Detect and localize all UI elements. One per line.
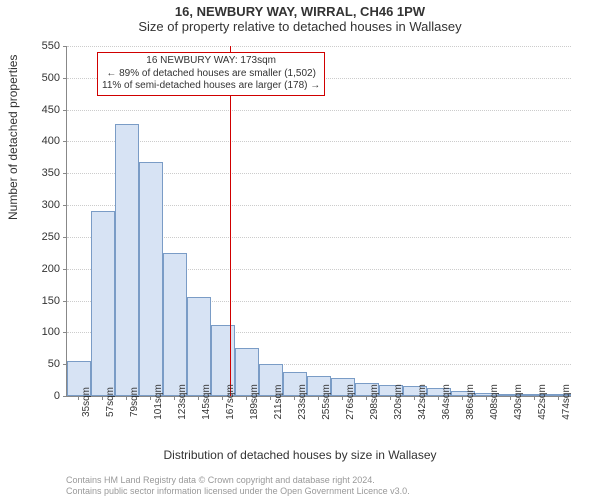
histogram-bar	[187, 297, 211, 396]
xtick-label: 364sqm	[441, 384, 452, 420]
xtick-mark	[78, 396, 79, 400]
xtick-mark	[438, 396, 439, 400]
xtick-label: 452sqm	[537, 384, 548, 420]
xtick-mark	[102, 396, 103, 400]
xtick-label: 276sqm	[345, 384, 356, 420]
ytick-label: 150	[28, 295, 60, 307]
xtick-label: 145sqm	[201, 384, 212, 420]
ytick-mark	[63, 78, 67, 79]
ytick-label: 300	[28, 199, 60, 211]
annotation-box: 16 NEWBURY WAY: 173sqm← 89% of detached …	[97, 52, 325, 96]
xtick-label: 211sqm	[273, 385, 284, 420]
ytick-label: 400	[28, 135, 60, 147]
xtick-label: 79sqm	[129, 387, 140, 417]
xtick-mark	[126, 396, 127, 400]
xtick-label: 101sqm	[153, 384, 164, 420]
xtick-label: 233sqm	[297, 384, 308, 420]
footer-line1: Contains HM Land Registry data © Crown c…	[66, 475, 410, 486]
ytick-mark	[63, 205, 67, 206]
property-marker-line	[230, 46, 231, 396]
ytick-mark	[63, 269, 67, 270]
footer-line2: Contains public sector information licen…	[66, 486, 410, 497]
xtick-mark	[558, 396, 559, 400]
y-axis-label: Number of detached properties	[6, 55, 20, 220]
gridline	[67, 141, 571, 142]
histogram-bar	[163, 253, 187, 396]
xtick-label: 167sqm	[225, 384, 236, 420]
ytick-mark	[63, 332, 67, 333]
page-title-subtitle: Size of property relative to detached ho…	[0, 19, 600, 36]
xtick-mark	[366, 396, 367, 400]
ytick-label: 500	[28, 72, 60, 84]
xtick-mark	[174, 396, 175, 400]
x-axis-label: Distribution of detached houses by size …	[0, 448, 600, 462]
xtick-label: 35sqm	[81, 387, 92, 417]
xtick-label: 408sqm	[489, 384, 500, 420]
footer-attribution: Contains HM Land Registry data © Crown c…	[66, 475, 410, 497]
xtick-label: 255sqm	[321, 384, 332, 420]
ytick-mark	[63, 396, 67, 397]
xtick-mark	[510, 396, 511, 400]
xtick-mark	[534, 396, 535, 400]
annotation-line2: ← 89% of detached houses are smaller (1,…	[102, 68, 320, 81]
xtick-mark	[150, 396, 151, 400]
xtick-mark	[246, 396, 247, 400]
ytick-label: 50	[28, 358, 60, 370]
xtick-label: 474sqm	[561, 384, 572, 420]
histogram-bar	[139, 162, 163, 396]
xtick-label: 386sqm	[465, 384, 476, 420]
ytick-label: 450	[28, 104, 60, 116]
xtick-mark	[390, 396, 391, 400]
xtick-mark	[198, 396, 199, 400]
ytick-label: 100	[28, 326, 60, 338]
histogram-bar	[91, 211, 115, 396]
xtick-label: 298sqm	[369, 384, 380, 420]
xtick-label: 320sqm	[393, 384, 404, 420]
gridline	[67, 110, 571, 111]
xtick-label: 430sqm	[513, 384, 524, 420]
xtick-label: 123sqm	[177, 384, 188, 420]
ytick-mark	[63, 110, 67, 111]
xtick-mark	[486, 396, 487, 400]
xtick-mark	[414, 396, 415, 400]
annotation-line3: 11% of semi-detached houses are larger (…	[102, 80, 320, 93]
gridline	[67, 46, 571, 47]
ytick-label: 350	[28, 167, 60, 179]
ytick-mark	[63, 237, 67, 238]
ytick-label: 250	[28, 231, 60, 243]
ytick-mark	[63, 301, 67, 302]
ytick-label: 0	[28, 390, 60, 402]
ytick-mark	[63, 173, 67, 174]
ytick-label: 200	[28, 263, 60, 275]
histogram-bar	[115, 124, 139, 396]
xtick-mark	[222, 396, 223, 400]
ytick-mark	[63, 141, 67, 142]
xtick-mark	[294, 396, 295, 400]
xtick-mark	[270, 396, 271, 400]
ytick-mark	[63, 46, 67, 47]
page-title-address: 16, NEWBURY WAY, WIRRAL, CH46 1PW	[0, 0, 600, 19]
xtick-mark	[318, 396, 319, 400]
annotation-line1: 16 NEWBURY WAY: 173sqm	[102, 55, 320, 68]
ytick-label: 550	[28, 40, 60, 52]
xtick-label: 189sqm	[249, 384, 260, 420]
xtick-mark	[462, 396, 463, 400]
xtick-label: 342sqm	[417, 384, 428, 420]
xtick-mark	[342, 396, 343, 400]
xtick-label: 57sqm	[105, 387, 116, 417]
histogram-chart: 16 NEWBURY WAY: 173sqm← 89% of detached …	[66, 46, 571, 397]
